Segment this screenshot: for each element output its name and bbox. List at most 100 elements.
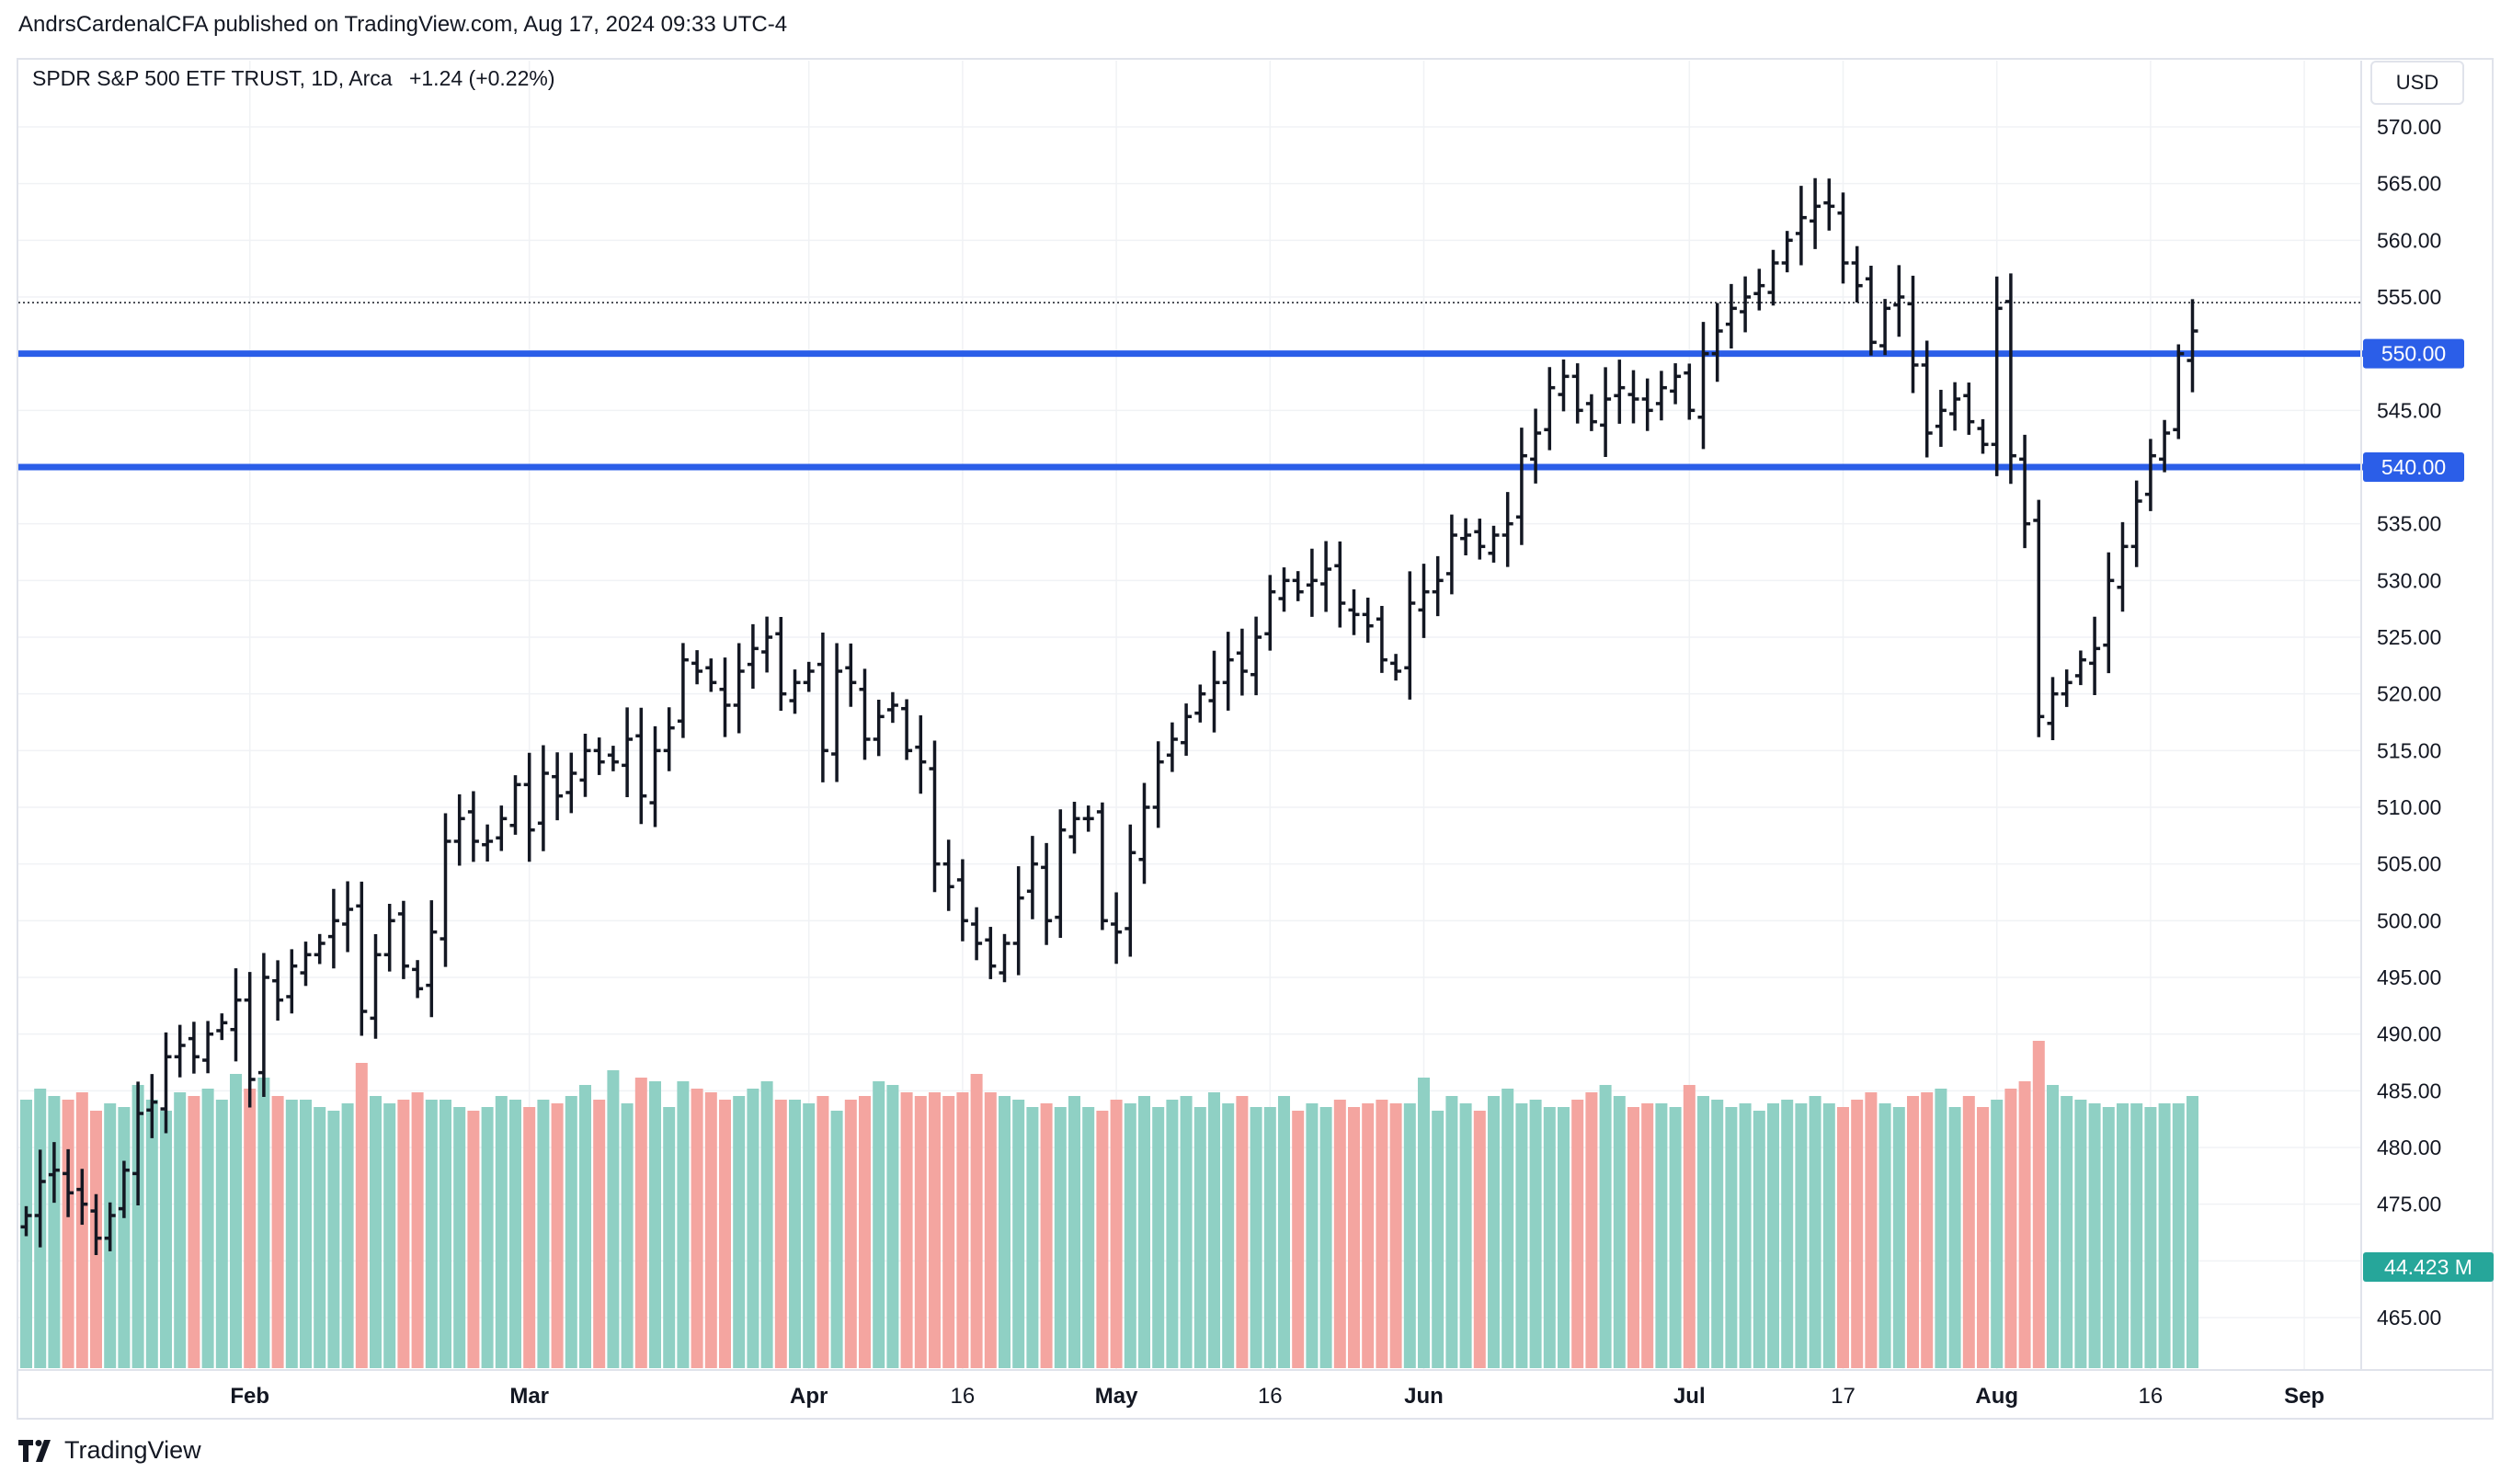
volume-bar <box>523 1107 536 1368</box>
x-tick-label: Mar <box>509 1384 549 1409</box>
ohlc-bar <box>1445 514 1457 595</box>
ohlc-bar <box>1152 741 1164 828</box>
currency-button[interactable]: USD <box>2370 61 2464 105</box>
volume-bar <box>607 1070 620 1368</box>
volume-bar <box>1403 1103 1416 1368</box>
ohlc-bar <box>1725 283 1737 349</box>
volume-bar <box>201 1089 214 1368</box>
ohlc-bar <box>1544 367 1556 451</box>
tradingview-logo[interactable]: TradingView <box>18 1436 201 1465</box>
ohlc-bar <box>1627 370 1639 424</box>
ohlc-bar <box>2159 419 2171 473</box>
volume-bar <box>1753 1111 1765 1368</box>
volume-bar <box>873 1081 885 1368</box>
ohlc-bar <box>1907 275 1919 394</box>
x-tick-label: Aug <box>1975 1384 2018 1409</box>
publisher-line: AndrsCardenalCFA published on TradingVie… <box>18 12 788 37</box>
volume-bar <box>1725 1107 1738 1368</box>
level-label-bg <box>2363 452 2464 482</box>
ohlc-bar <box>971 907 983 961</box>
volume-bar <box>509 1100 521 1368</box>
volume-bar <box>188 1096 200 1368</box>
y-tick-label: 495.00 <box>2377 965 2441 989</box>
volume-bar <box>1585 1092 1598 1368</box>
volume-bar <box>160 1111 172 1368</box>
ohlc-bar <box>1082 805 1094 832</box>
volume-bar <box>1389 1103 1402 1368</box>
volume-bar <box>230 1074 242 1368</box>
volume-bar <box>816 1096 829 1368</box>
volume-bar <box>271 1096 284 1368</box>
ohlc-bar <box>440 813 451 967</box>
y-tick-label: 465.00 <box>2377 1306 2441 1330</box>
y-tick-label: 490.00 <box>2377 1022 2441 1046</box>
ohlc-bar <box>1571 363 1583 424</box>
symbol-legend[interactable]: SPDR S&P 500 ETF TRUST, 1D, Arca +1.24 (… <box>32 66 555 91</box>
ohlc-bar <box>1740 276 1752 333</box>
x-tick-label: 16 <box>951 1384 976 1409</box>
volume-bar <box>215 1100 228 1368</box>
volume-bar <box>537 1100 550 1368</box>
volume-bar <box>327 1111 340 1368</box>
volume-bars <box>20 1041 2198 1368</box>
volume-bar <box>411 1092 424 1368</box>
ohlc-bar <box>1600 367 1612 457</box>
volume-bar <box>1376 1100 1388 1368</box>
ohlc-bar <box>565 752 577 814</box>
ohlc-bar <box>1012 866 1024 976</box>
volume-bar <box>914 1096 927 1368</box>
ohlc-bar <box>649 725 661 828</box>
volume-bar <box>2088 1103 2101 1368</box>
volume-bar <box>551 1103 564 1368</box>
horizontal-levels: 550.00 540.00 <box>18 302 2464 482</box>
ohlc-bar <box>453 793 465 866</box>
ohlc-bar <box>188 1022 200 1074</box>
volume-bar <box>1977 1107 1989 1368</box>
ohlc-bar <box>1222 632 1234 711</box>
volume-bar <box>1222 1103 1235 1368</box>
volume-label: 44.423 M <box>2384 1255 2472 1279</box>
y-tick-label: 520.00 <box>2377 682 2441 706</box>
ohlc-bar <box>1767 249 1779 306</box>
ohlc-bar <box>2187 299 2198 393</box>
ohlc-bar <box>286 949 298 1014</box>
volume-bar <box>1236 1096 1249 1368</box>
tradingview-logo-icon <box>18 1439 51 1462</box>
volume-bar <box>1040 1103 1053 1368</box>
ohlc-bar <box>2074 650 2086 686</box>
ohlc-bar <box>118 1160 130 1218</box>
volume-bar <box>1250 1107 1262 1368</box>
volume-bar <box>1180 1096 1193 1368</box>
price-axis: 570.00 565.00 560.00 555.00 545.00 535.00 530.… <box>2360 61 2494 1370</box>
volume-bar <box>383 1103 396 1368</box>
volume-bar <box>495 1096 508 1368</box>
ohlc-bar <box>397 900 409 979</box>
ohlc-bar <box>1670 363 1682 405</box>
ohlc-bar <box>816 633 828 782</box>
volume-bar <box>1613 1096 1626 1368</box>
ohlc-bar <box>1208 650 1220 733</box>
volume-bar <box>1292 1111 1305 1368</box>
ohlc-bar <box>1641 378 1653 431</box>
volume-bar <box>1767 1103 1779 1368</box>
ohlc-bar <box>929 740 941 893</box>
volume-bar <box>1599 1085 1612 1368</box>
volume-bar <box>1445 1096 1458 1368</box>
ohlc-bar <box>467 791 479 862</box>
volume-bar <box>1110 1100 1123 1368</box>
volume-bar <box>677 1081 690 1368</box>
volume-bar <box>1962 1096 1975 1368</box>
ohlc-bar <box>509 775 521 835</box>
level-label-bg <box>2363 338 2464 369</box>
volume-bar <box>1865 1092 1878 1368</box>
volume-bar <box>1432 1111 1444 1368</box>
ohlc-bar <box>1711 303 1723 382</box>
volume-bar <box>1082 1107 1095 1368</box>
volume-bar <box>1152 1107 1165 1368</box>
ohlc-bar <box>1935 389 1947 447</box>
ohlc-bar <box>1194 684 1206 723</box>
ohlc-bar <box>999 933 1011 983</box>
y-tick-label: 555.00 <box>2377 285 2441 309</box>
ohlc-bar <box>2130 480 2142 567</box>
